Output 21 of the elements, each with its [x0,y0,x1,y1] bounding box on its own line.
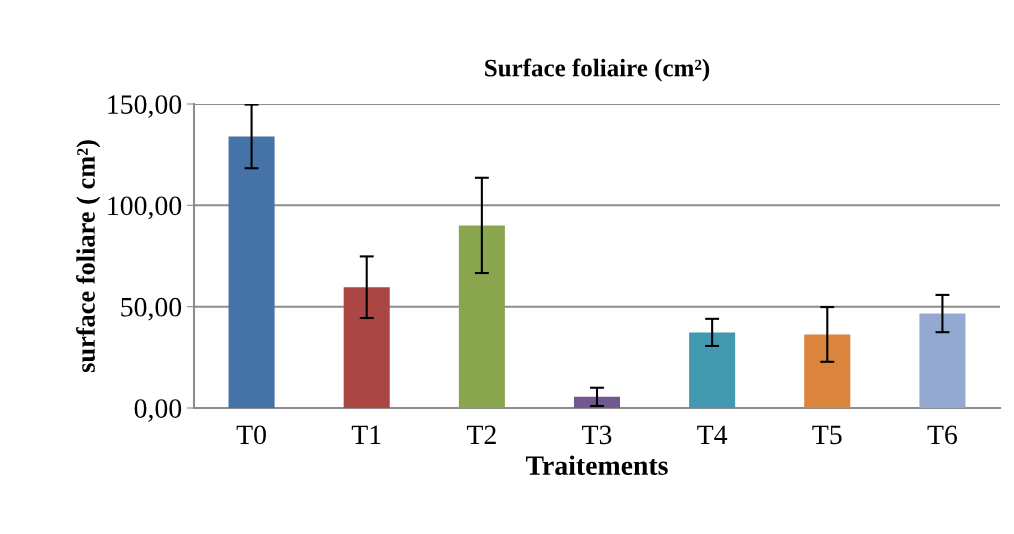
x-axis-title: Traitements [525,455,668,475]
x-tick-label: T4 [697,425,728,444]
y-tick-label: 50,00 [121,297,182,321]
y-tick-label: 0,00 [134,399,182,422]
y-tick-label: 100,00 [108,196,182,220]
bar [689,332,736,408]
bar [804,334,851,408]
y-axis-title: surface foliare ( cm²) [76,140,101,373]
chart-title: Surface foliaire (cm²) [485,58,710,82]
x-tick-label: T0 [236,425,266,445]
x-tick-label: T1 [351,425,381,444]
bar [228,136,275,408]
bar [343,287,390,408]
x-tick-label: T3 [582,425,612,445]
x-tick-label: T5 [812,425,842,445]
bar [458,225,505,408]
x-tick-label: T2 [466,425,496,444]
bar [919,313,966,408]
y-tick-label: 150,00 [108,95,182,118]
bar [573,396,621,408]
x-tick-label: T6 [927,425,958,445]
